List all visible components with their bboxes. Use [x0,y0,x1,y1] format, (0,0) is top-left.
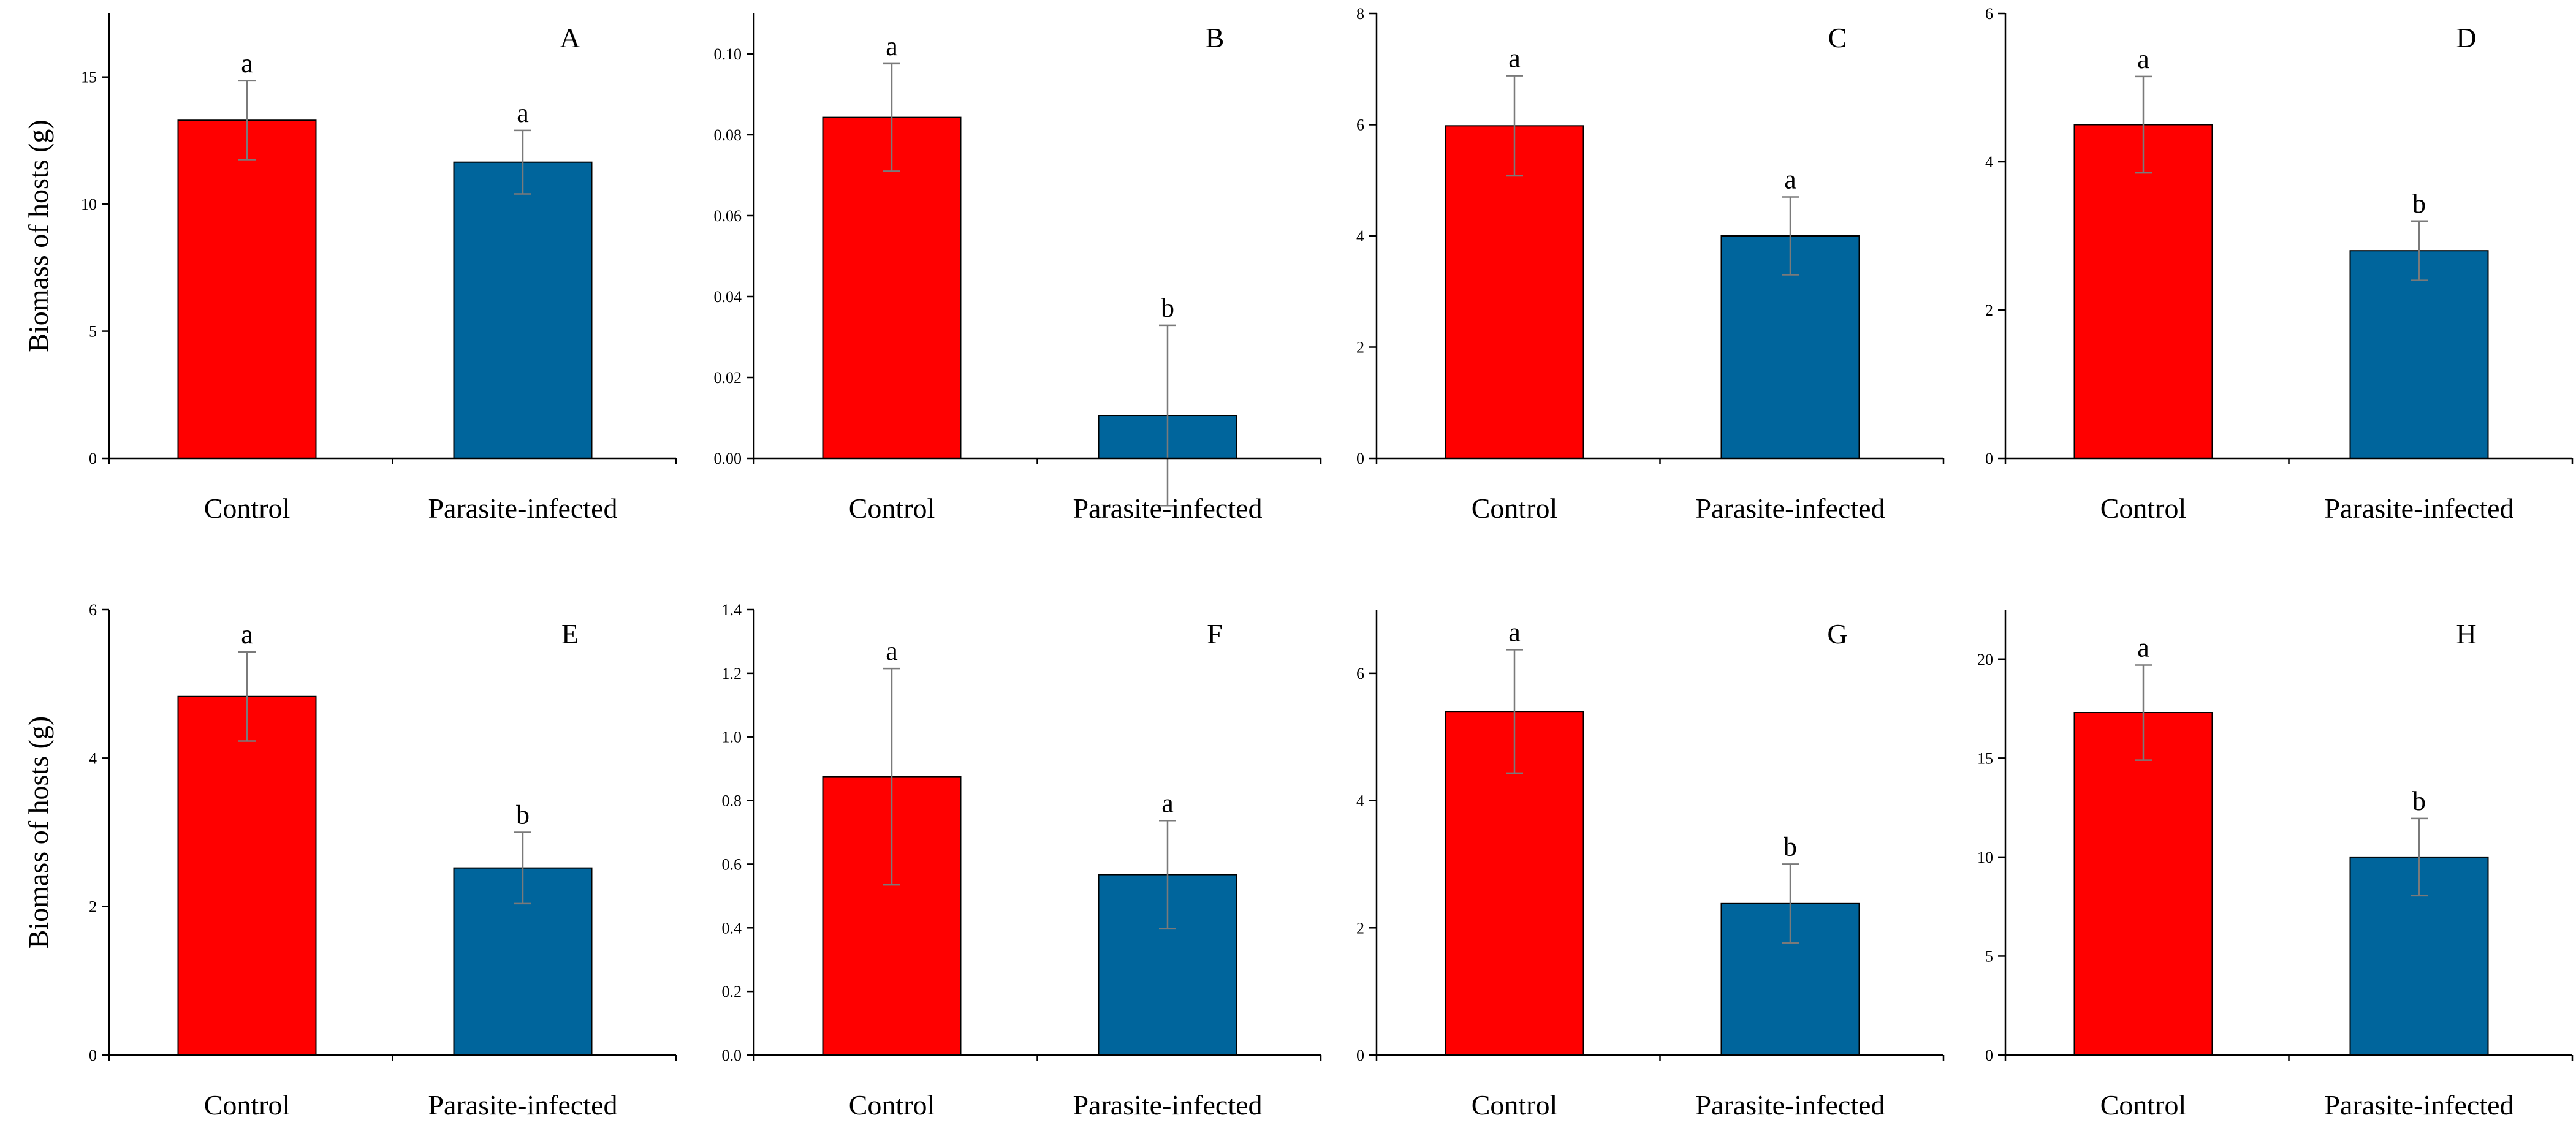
y-tick-label: 4 [1356,227,1364,245]
category-label: Control [849,1089,935,1121]
panel-c: a Control a Parasite-infected 0 2 4 6 8 C [1356,5,1945,524]
significance-letter: a [2137,632,2149,662]
y-tick-label: 0.08 [714,126,742,144]
y-tick-label: 5 [89,323,97,341]
significance-letter: b [516,800,530,830]
y-tick-label: 10 [1977,849,1993,866]
category-label: Control [849,493,935,524]
y-tick-label: 15 [81,69,97,86]
y-tick-label: 0 [89,1046,97,1064]
y-tick-label: 4 [1985,153,1993,171]
y-tick-label: 0 [1356,1046,1364,1064]
y-tick-label: 6 [1356,116,1364,134]
category-label: Control [204,1089,291,1121]
panel-h: a Control b Parasite-infected 0 5 10 15 20 H [1977,610,2574,1121]
y-tick-label: 0.04 [714,288,742,306]
y-tick-label: 0.8 [722,792,742,810]
panel-letter: B [1206,22,1225,53]
y-tick-label: 8 [1356,5,1364,23]
category-label: Parasite-infected [2324,493,2513,524]
y-tick-label: 0.4 [722,919,742,937]
panel-letter: H [2456,618,2476,649]
y-tick-label: 1.2 [722,665,742,683]
bar-control [177,695,317,1056]
significance-letter: b [2412,786,2426,816]
bar-control [2073,712,2213,1056]
category-label: Control [2100,493,2187,524]
panel-b: a Control b Parasite-infected 0.00 0.02 0.04 0.… [714,13,1322,524]
y-tick-label: 2 [1985,301,1993,319]
panel-letter: D [2456,22,2476,53]
bar-control [2073,124,2213,459]
panel-a: a Control a Parasite-infected 0 5 10 15 A Biomass… [23,13,677,524]
category-label: Parasite-infected [428,493,617,524]
y-tick-label: 0.0 [722,1046,742,1064]
panel-letter: E [561,618,579,649]
significance-letter: b [1784,831,1797,861]
category-label: Control [204,493,291,524]
y-tick-label: 20 [1977,651,1993,668]
y-tick-label: 0.06 [714,207,742,225]
y-tick-label: 4 [1356,792,1364,810]
significance-letter: b [1161,293,1174,323]
panel-letter: G [1827,618,1847,649]
y-tick-label: 15 [1977,749,1993,767]
category-label: Control [1472,493,1558,524]
y-tick-label: 5 [1985,947,1993,965]
y-tick-label: 2 [89,898,97,916]
panel-letter: A [560,22,580,53]
significance-letter: a [1161,788,1174,818]
y-tick-label: 0 [1356,450,1364,467]
y-tick-label: 0.02 [714,369,742,387]
bar-infected [453,161,593,459]
significance-letter: a [886,31,898,61]
y-tick-label: 0.10 [714,45,742,63]
y-tick-label: 0 [1985,450,1993,467]
y-tick-label: 6 [89,601,97,619]
y-tick-label: 0.00 [714,450,742,467]
y-tick-label: 2 [1356,919,1364,937]
category-label: Control [2100,1089,2187,1121]
category-label: Parasite-infected [1695,1089,1885,1121]
panel-letter: C [1828,22,1847,53]
panel-f: a Control a Parasite-infected 0.0 0.2 0.4 0.6 0.… [722,601,1322,1121]
category-label: Parasite-infected [1073,493,1262,524]
y-axis-title: Biomass of hosts (g) [23,716,54,949]
category-label: Control [1472,1089,1558,1121]
category-label: Parasite-infected [2324,1089,2513,1121]
significance-letter: a [1784,164,1796,194]
panel-g: a Control b Parasite-infected 0 2 4 6 G [1356,610,1945,1121]
panel-letter: F [1207,618,1223,649]
y-axis-title: Biomass of hosts (g) [23,119,54,352]
y-tick-label: 0.2 [722,983,742,1001]
category-label: Parasite-infected [1073,1089,1262,1121]
panel-d: a Control b Parasite-infected 0 2 4 6 D [1985,5,2574,524]
significance-letter: a [1508,617,1521,647]
significance-letter: a [241,48,253,78]
panel-e: a Control b Parasite-infected 0 2 4 6 E Biomass o… [23,601,677,1121]
bar-control [822,116,962,459]
significance-letter: a [886,636,898,666]
bar-control [177,119,317,460]
significance-letter: a [2137,44,2149,74]
y-tick-label: 0 [89,450,97,467]
y-tick-label: 4 [89,749,97,767]
y-tick-label: 0 [1985,1046,1993,1064]
category-label: Parasite-infected [1695,493,1885,524]
y-tick-label: 0.6 [722,855,742,873]
significance-letter: a [241,619,253,649]
category-label: Parasite-infected [428,1089,617,1121]
y-tick-label: 6 [1356,665,1364,683]
significance-letter: a [1508,44,1521,74]
y-tick-label: 1.0 [722,728,742,746]
significance-letter: a [517,98,529,128]
y-tick-label: 10 [81,195,97,213]
y-tick-label: 6 [1985,5,1993,23]
y-tick-label: 1.4 [722,601,742,619]
significance-letter: b [2412,189,2426,219]
bar-infected [2349,250,2489,459]
y-tick-label: 2 [1356,339,1364,357]
